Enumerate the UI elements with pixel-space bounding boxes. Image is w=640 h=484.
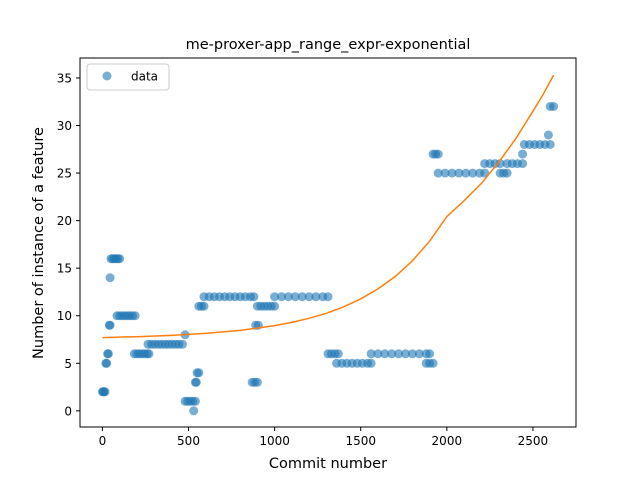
data-point	[304, 292, 314, 302]
y-tick-label: 35	[57, 71, 72, 85]
legend: data	[86, 63, 170, 91]
data-point	[447, 168, 457, 178]
y-tick-label: 30	[57, 119, 72, 133]
data-point	[277, 292, 286, 302]
data-point	[103, 349, 113, 359]
data-point	[549, 102, 559, 111]
data-point	[495, 159, 505, 169]
y-tick-label: 15	[57, 262, 72, 276]
data-point	[189, 406, 199, 416]
data-point	[115, 254, 125, 264]
data-point	[380, 349, 390, 359]
legend-marker-data	[102, 71, 112, 81]
data-point	[543, 130, 553, 140]
y-axis: 0 5 10 15 20 25 30 35	[57, 71, 80, 418]
y-tick-label: 25	[57, 167, 72, 181]
data-series	[97, 102, 559, 416]
data-point	[190, 396, 200, 406]
data-point	[480, 168, 490, 178]
data-point	[401, 349, 410, 359]
data-point	[502, 168, 512, 178]
x-tick-label: 1000	[259, 434, 290, 448]
data-point	[387, 349, 397, 359]
data-point	[270, 292, 280, 302]
data-point	[454, 168, 464, 178]
data-point	[545, 140, 555, 149]
data-point	[144, 349, 154, 359]
data-point	[191, 377, 201, 387]
data-point	[270, 301, 280, 311]
data-point	[249, 292, 259, 302]
x-tick-label: 2500	[518, 434, 549, 448]
data-point	[323, 292, 333, 302]
data-point	[468, 168, 478, 178]
data-point	[461, 168, 471, 178]
data-point	[290, 292, 300, 302]
fit-line	[102, 74, 555, 339]
data-point	[414, 349, 424, 359]
data-point	[394, 349, 404, 359]
fit-series	[102, 74, 555, 339]
data-point	[130, 311, 140, 321]
data-point	[366, 349, 376, 359]
data-point	[283, 292, 293, 302]
y-tick-label: 5	[64, 357, 72, 371]
y-tick-label: 20	[57, 214, 72, 228]
data-point	[311, 292, 321, 302]
data-point	[105, 320, 115, 330]
data-point	[366, 358, 376, 368]
data-point	[425, 349, 435, 359]
data-point	[428, 358, 438, 368]
data-point	[333, 349, 343, 359]
data-point	[100, 387, 110, 397]
data-point	[518, 149, 528, 159]
data-point	[373, 349, 383, 359]
data-point	[199, 301, 209, 311]
y-tick-label: 10	[57, 309, 72, 323]
data-point	[433, 168, 443, 178]
data-point	[407, 349, 417, 359]
data-point	[518, 159, 528, 169]
legend-label-data: data	[131, 70, 158, 84]
data-point	[433, 149, 443, 159]
data-point	[252, 377, 262, 387]
legend-box	[86, 63, 170, 91]
data-point	[194, 368, 204, 378]
x-tick-label: 2000	[432, 434, 463, 448]
data-point	[178, 339, 187, 349]
x-axis-label: Commit number	[269, 456, 387, 472]
x-tick-label: 1500	[345, 434, 376, 448]
data-point	[440, 168, 450, 178]
chart-title: me-proxer-app_range_expr-exponential	[186, 37, 471, 53]
y-tick-label: 0	[64, 404, 72, 418]
x-tick-label: 0	[99, 434, 107, 448]
y-axis-label: Number of instance of a feature	[31, 127, 47, 359]
x-axis: 0 500 1000 1500 2000 2500	[99, 427, 549, 448]
data-point	[102, 358, 112, 368]
plot-frame	[79, 57, 577, 428]
x-tick-label: 500	[177, 434, 200, 448]
data-point	[297, 292, 307, 302]
data-point	[105, 273, 115, 283]
